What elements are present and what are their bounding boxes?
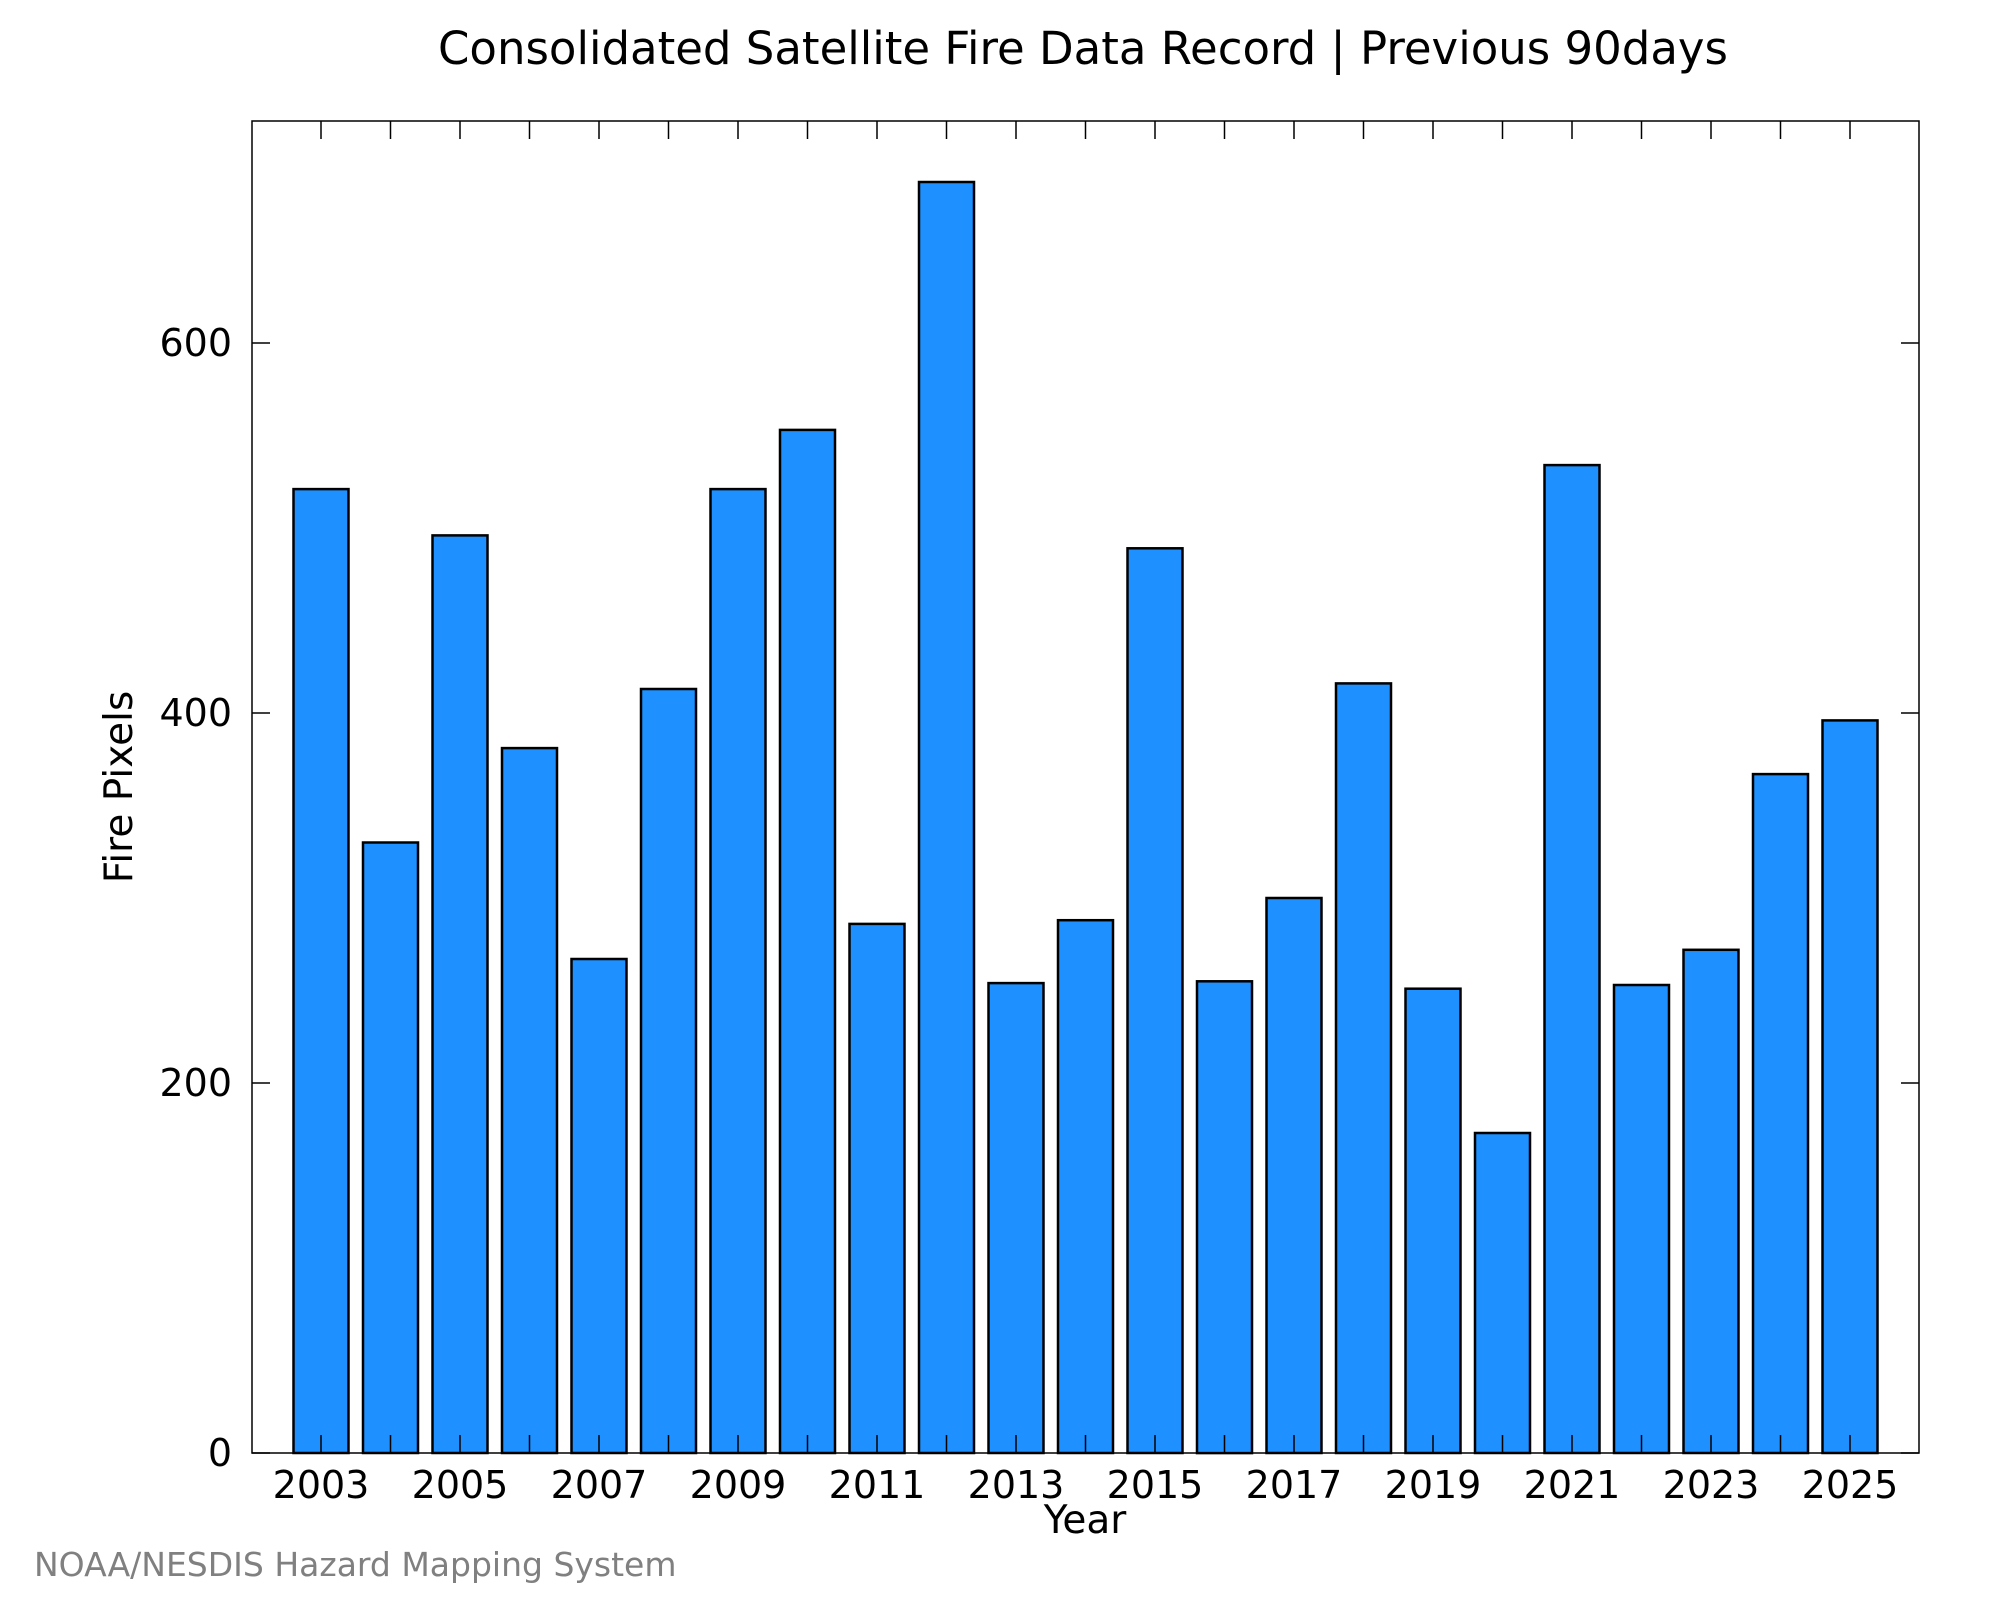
x-tick-label-2011: 2011 [829, 1463, 926, 1507]
bar-2010 [778, 428, 837, 1455]
bar-2006 [500, 746, 559, 1455]
x-tick-label-2025: 2025 [1802, 1463, 1899, 1507]
bar-2011 [848, 922, 906, 1455]
bar-2023 [1682, 948, 1740, 1455]
x-axis-label: Year [1043, 1498, 1128, 1543]
x-tick-label-2013: 2013 [968, 1463, 1065, 1507]
bar-2008 [639, 687, 698, 1455]
x-tick-label-2005: 2005 [412, 1463, 509, 1507]
x-tick-label-2019: 2019 [1385, 1463, 1482, 1507]
bar-2016 [1195, 980, 1254, 1455]
bar-2025 [1821, 719, 1879, 1455]
y-tick-label-200: 200 [159, 1061, 232, 1105]
x-tick-label-2021: 2021 [1524, 1463, 1621, 1507]
bar-2013 [987, 981, 1045, 1455]
bar-2022 [1612, 983, 1671, 1455]
bar-2018 [1334, 682, 1393, 1455]
bars-group [292, 180, 1879, 1455]
bar-2020 [1473, 1131, 1532, 1455]
bar-2015 [1126, 547, 1184, 1455]
x-tick-label-2007: 2007 [551, 1463, 648, 1507]
chart-title: Consolidated Satellite Fire Data Record … [438, 22, 1728, 75]
y-axis-label: Fire Pixels [97, 691, 142, 884]
bar-2024 [1751, 772, 1810, 1455]
bar-2014 [1056, 918, 1115, 1455]
x-tick-label-2003: 2003 [273, 1463, 370, 1507]
x-tick-label-2023: 2023 [1663, 1463, 1760, 1507]
bar-2005 [431, 534, 489, 1455]
bar-2004 [361, 841, 420, 1455]
credit-text: NOAA/NESDIS Hazard Mapping System [34, 1545, 677, 1584]
bar-2021 [1543, 463, 1601, 1455]
bar-2009 [709, 487, 767, 1455]
y-tick-label-600: 600 [159, 321, 232, 365]
bar-2017 [1265, 896, 1323, 1455]
x-tick-label-2015: 2015 [1107, 1463, 1204, 1507]
x-tick-label-2009: 2009 [690, 1463, 787, 1507]
ticks-group: 2003 2005 2007 2009 2011 2013 2015 2017 2019 2021… [159, 121, 1919, 1507]
x-tick-label-2017: 2017 [1246, 1463, 1343, 1507]
y-tick-label-0: 0 [208, 1431, 232, 1475]
bar-2012 [917, 180, 976, 1455]
bar-2019 [1404, 987, 1462, 1455]
bar-2007 [570, 957, 628, 1455]
y-tick-label-400: 400 [159, 691, 232, 735]
bar-2003 [292, 487, 350, 1455]
